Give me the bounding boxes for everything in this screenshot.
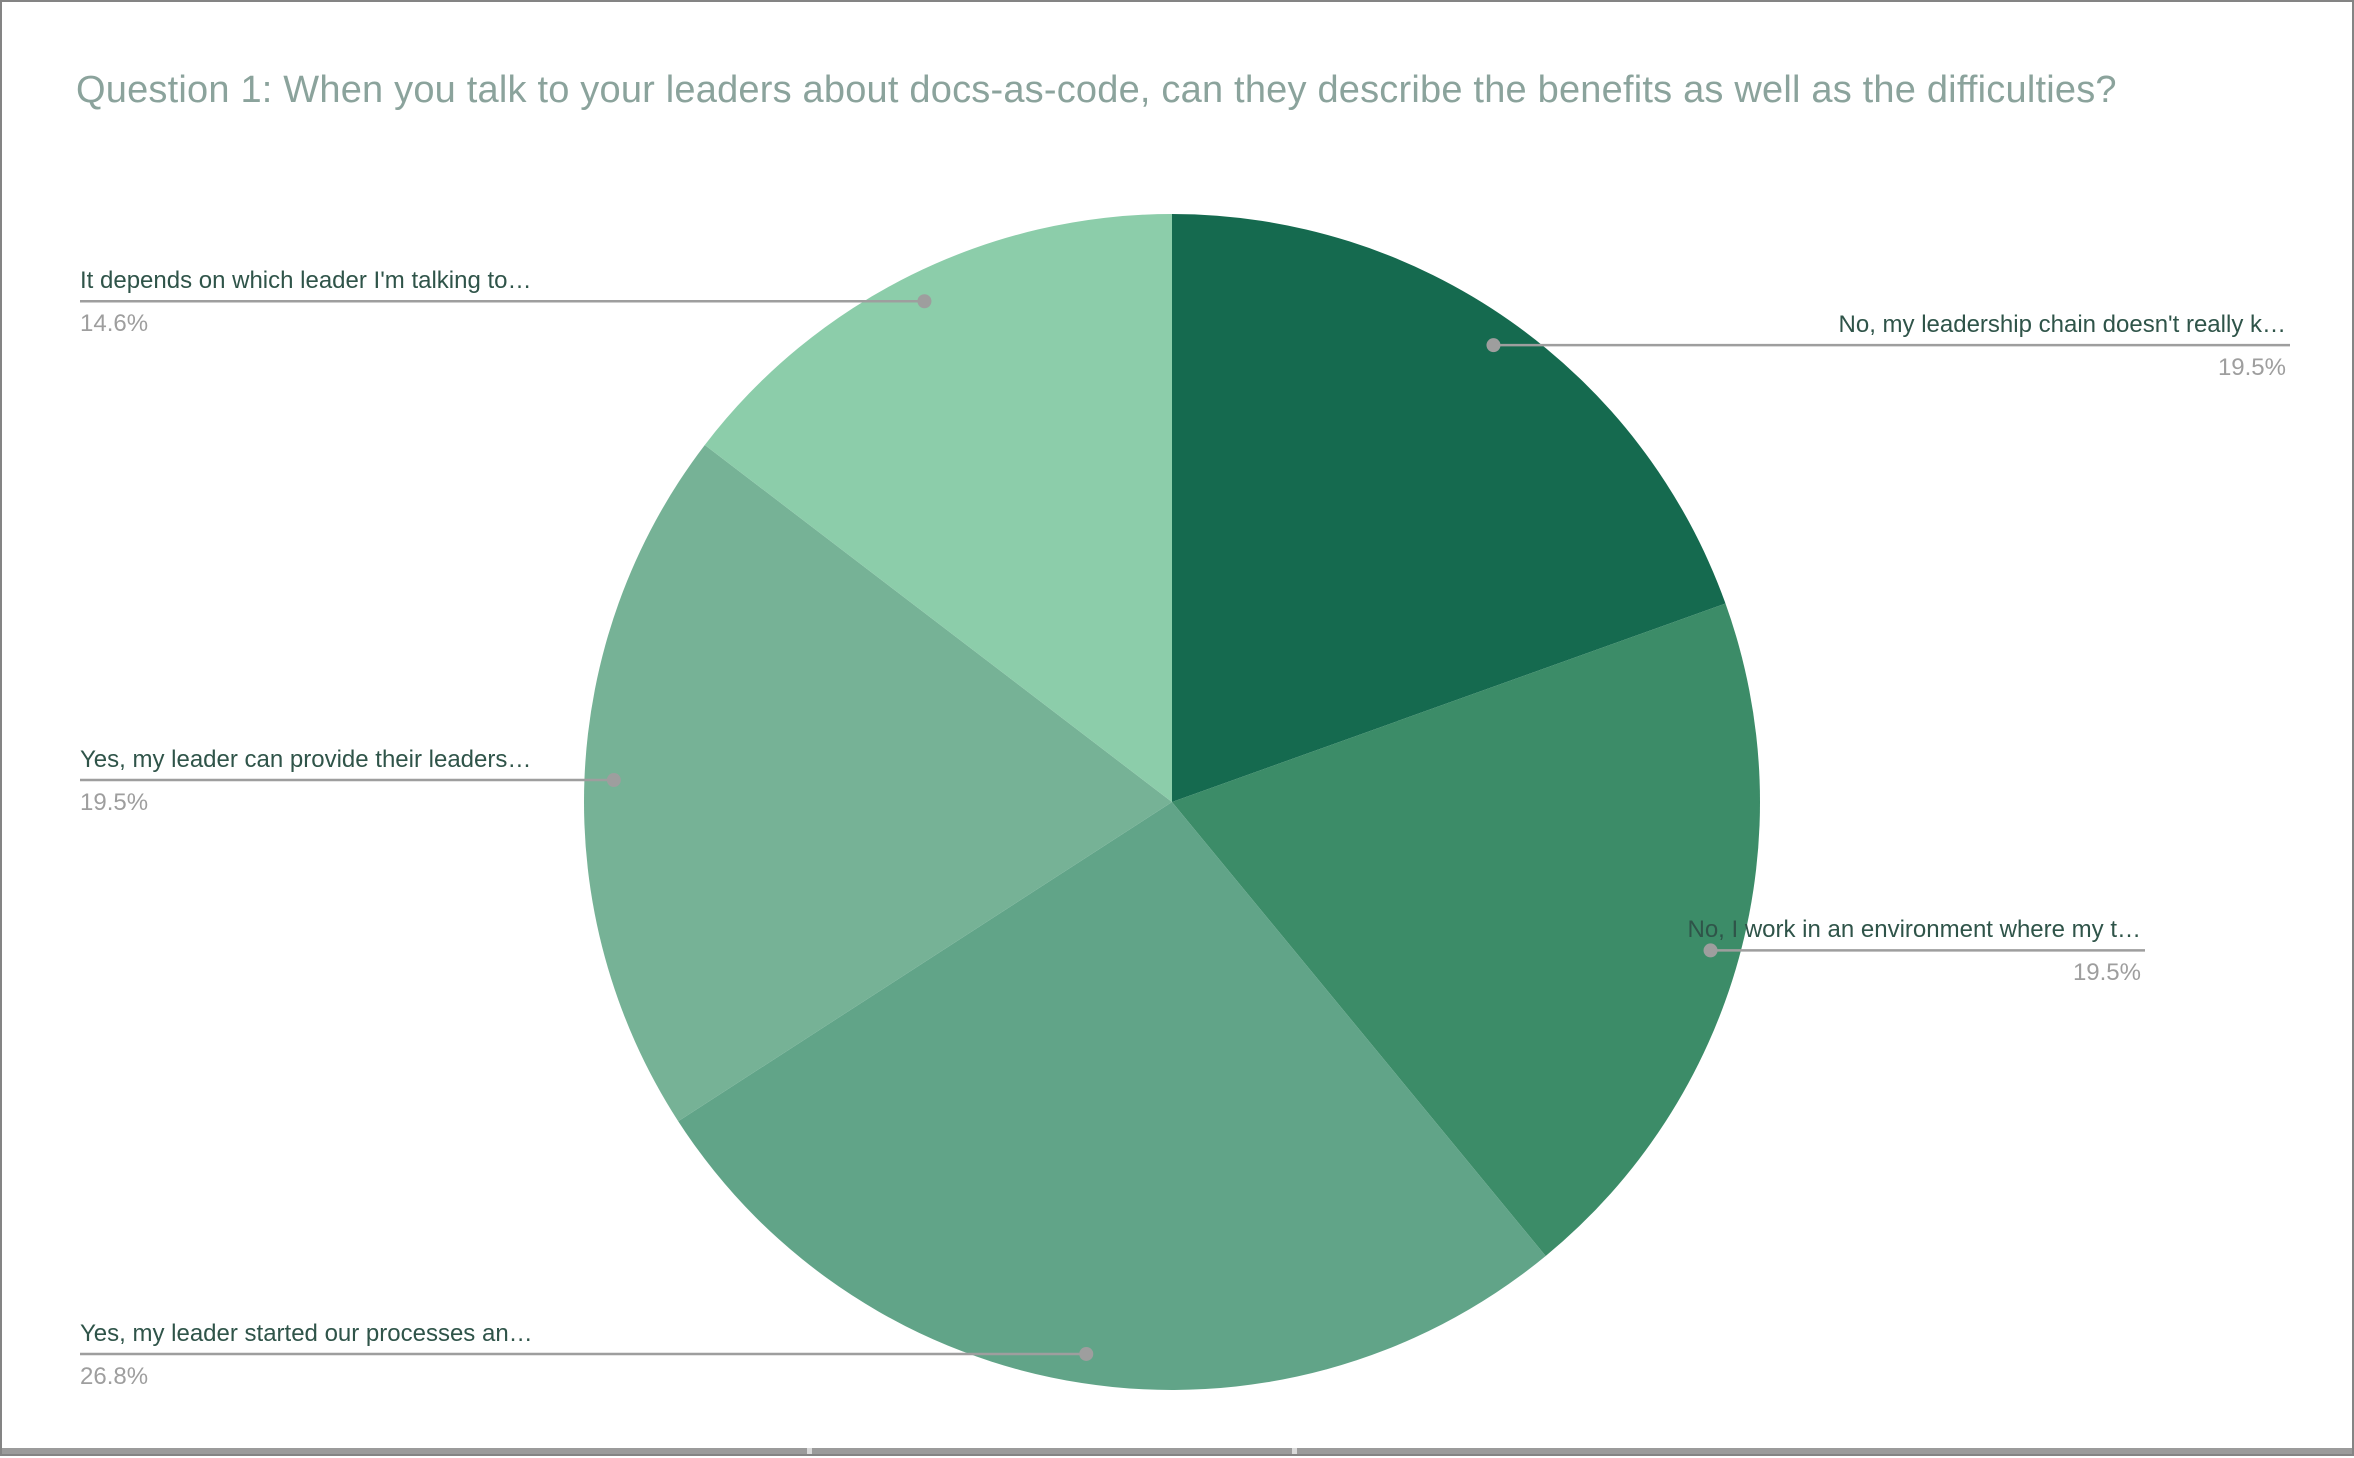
slice-percent: 26.8% xyxy=(80,1362,149,1390)
pie-slice-4[interactable] xyxy=(704,214,1172,802)
leader-dot-2 xyxy=(1079,1346,1094,1361)
slice-label-text: Yes, my leader started our processes an… xyxy=(80,1319,533,1347)
leader-dot-1 xyxy=(1703,943,1718,958)
slice-percent: 19.5% xyxy=(80,789,149,817)
slice-label-text: Yes, my leader can provide their leaders… xyxy=(80,746,532,774)
slice-label-text: No, I work in an environment where my t… xyxy=(1687,916,2141,944)
divider-notch xyxy=(1292,1448,1297,1454)
slice-percent: 14.6% xyxy=(80,310,149,338)
pie-slice-1[interactable] xyxy=(1172,603,1761,1256)
slice-label-text: It depends on which leader I'm talking t… xyxy=(80,267,532,295)
leader-dot-4 xyxy=(917,294,932,309)
leader-dot-3 xyxy=(606,773,621,788)
pie-slice-2[interactable] xyxy=(678,802,1546,1390)
slice-percent: 19.5% xyxy=(2217,354,2286,382)
chart-title: Question 1: When you talk to your leader… xyxy=(76,69,2117,111)
slice-label-text: No, my leadership chain doesn't really k… xyxy=(1838,311,2286,339)
bottom-divider xyxy=(2,1448,2352,1454)
leader-dot-0 xyxy=(1486,338,1501,353)
slice-percent: 19.5% xyxy=(2072,959,2141,987)
pie-slice-3[interactable] xyxy=(584,444,1172,1122)
pie-slice-0[interactable] xyxy=(1172,214,1726,802)
divider-notch xyxy=(807,1448,812,1454)
